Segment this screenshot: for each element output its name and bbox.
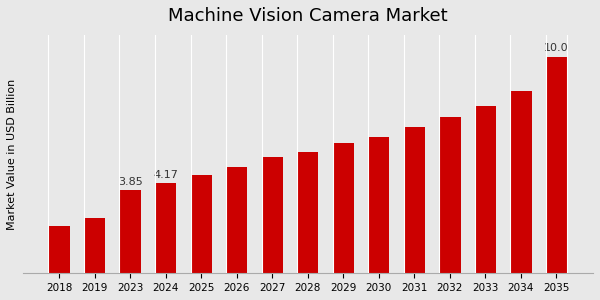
Bar bbox=[510, 91, 532, 273]
Bar bbox=[368, 137, 389, 273]
Bar bbox=[49, 226, 70, 273]
Bar bbox=[439, 117, 461, 273]
Bar bbox=[191, 175, 212, 273]
Bar bbox=[297, 152, 319, 273]
Bar bbox=[332, 143, 354, 273]
Text: 10.0: 10.0 bbox=[544, 43, 569, 53]
Bar bbox=[155, 183, 176, 273]
Bar bbox=[119, 190, 141, 273]
Text: 3.85: 3.85 bbox=[118, 177, 143, 187]
Y-axis label: Market Value in USD Billion: Market Value in USD Billion bbox=[7, 79, 17, 230]
Bar bbox=[262, 157, 283, 273]
Bar bbox=[84, 218, 105, 273]
Title: Machine Vision Camera Market: Machine Vision Camera Market bbox=[168, 7, 448, 25]
Bar bbox=[226, 167, 247, 273]
Bar bbox=[475, 106, 496, 273]
Text: 4.17: 4.17 bbox=[153, 170, 178, 180]
Bar bbox=[546, 56, 567, 273]
Bar bbox=[404, 127, 425, 273]
